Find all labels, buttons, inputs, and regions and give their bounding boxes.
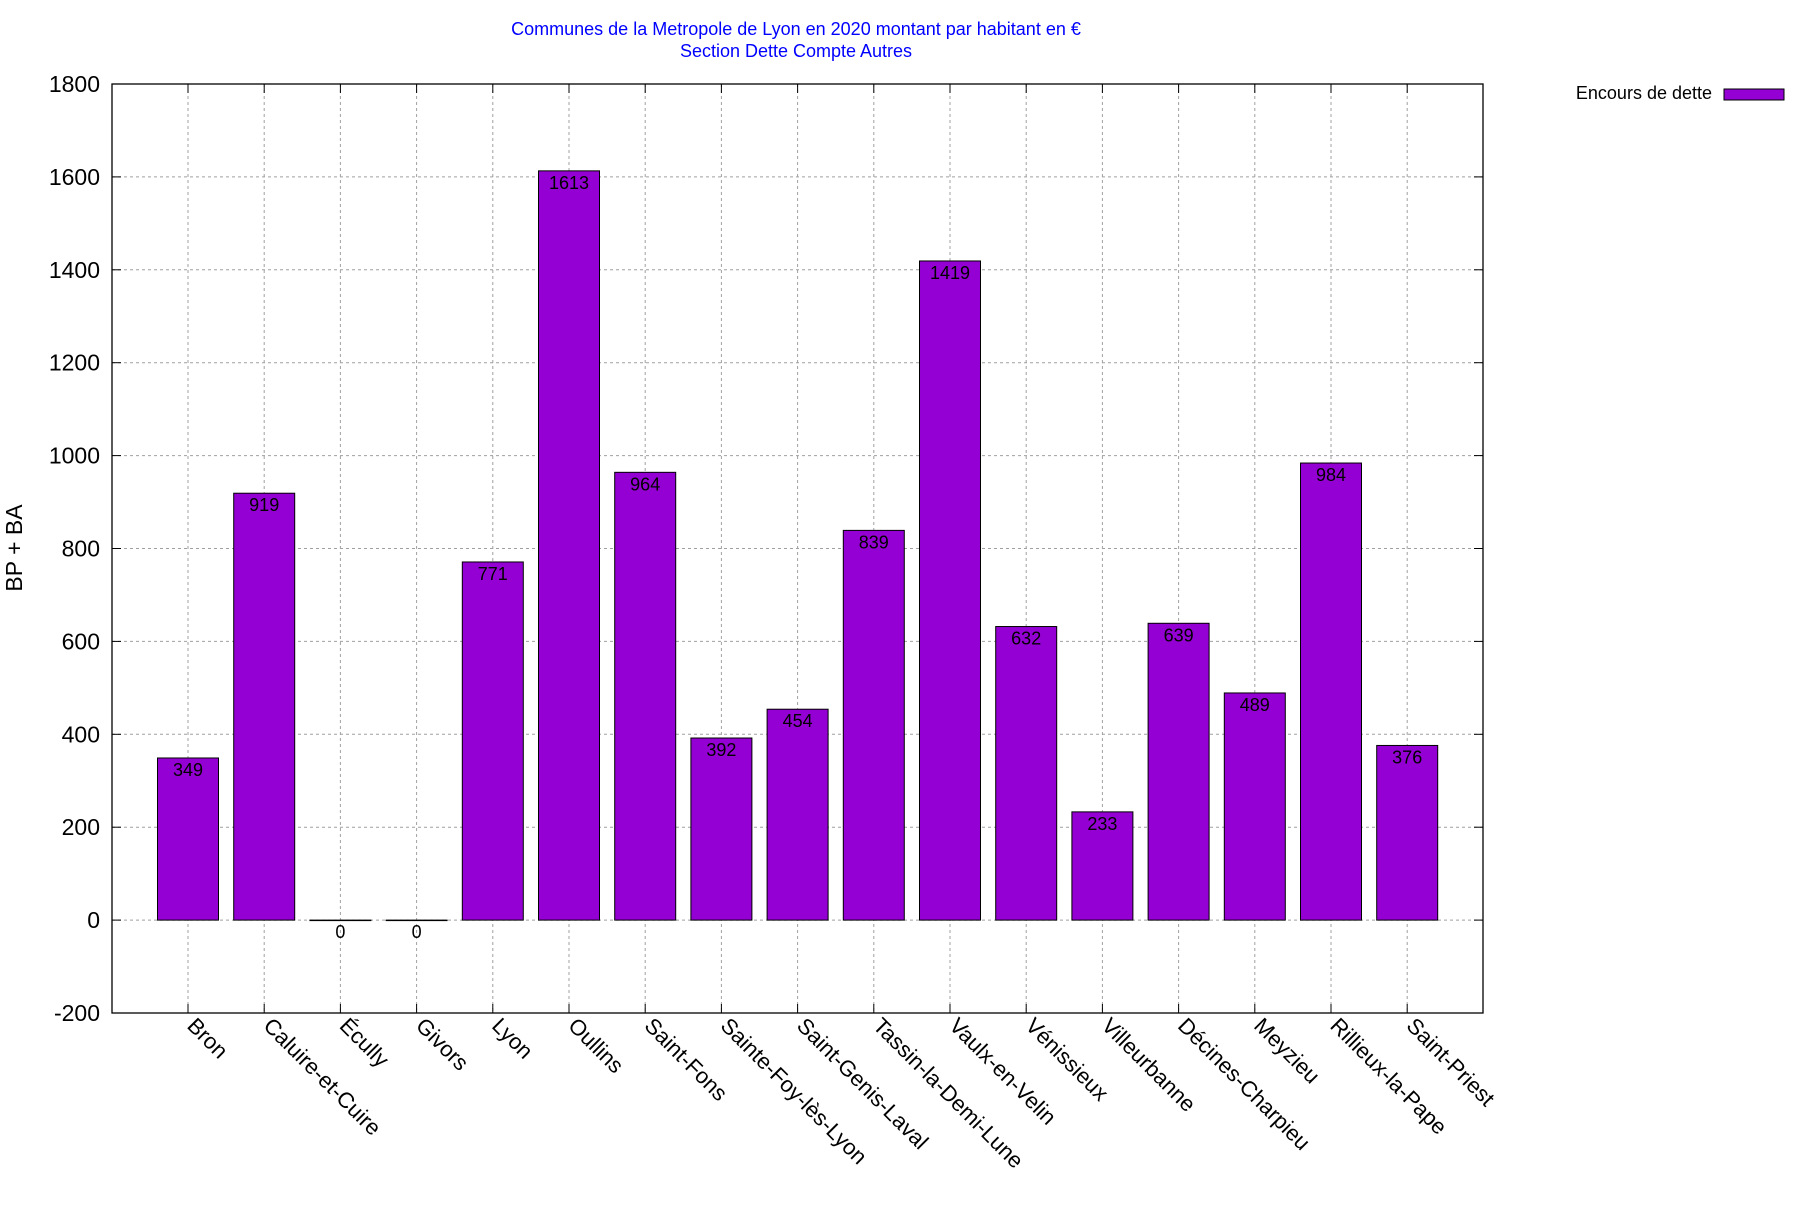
data-label: 0 [335, 922, 345, 942]
data-label: 839 [859, 532, 889, 552]
bar [1071, 811, 1134, 921]
y-tick-label: 400 [62, 721, 100, 747]
x-tick-label: Meyzieu [1249, 1013, 1325, 1089]
data-label: 964 [630, 474, 660, 494]
data-label: 233 [1087, 814, 1117, 834]
bar [538, 170, 600, 921]
y-tick-label: 600 [62, 628, 100, 654]
x-tick-label: Tassin-la-Demi-Lune [868, 1013, 1028, 1173]
bars: 349 919 0 0 771 1613 964 392 454 839 1419 632 233 639… [157, 170, 1439, 942]
data-label: 454 [783, 711, 813, 731]
y-tick-label: 1000 [49, 443, 100, 469]
bar [842, 529, 905, 921]
y-tick-label: 200 [62, 814, 100, 840]
x-tick-label: Décines-Charpieu [1173, 1013, 1315, 1155]
legend-swatch [1723, 88, 1785, 101]
bar [614, 471, 677, 921]
bar [690, 737, 753, 921]
data-label: 984 [1316, 465, 1346, 485]
y-tick-label: 1400 [49, 257, 100, 283]
x-tick-label: Oullins [563, 1013, 628, 1078]
y-ticks: -200 0 200 400 600 800 1000 1200 1400 1600 1800 [49, 71, 1483, 1026]
bar [461, 561, 524, 921]
x-tick-label: Givors [411, 1013, 474, 1076]
data-label: 392 [706, 740, 736, 760]
bar [1223, 692, 1286, 921]
data-label: 0 [412, 922, 422, 942]
data-label: 1419 [930, 263, 970, 283]
data-label: 639 [1164, 625, 1194, 645]
bar [1147, 622, 1210, 921]
y-axis-label: BP + BA [1, 504, 27, 592]
x-tick-label: Écully [335, 1013, 394, 1072]
bar [385, 919, 448, 922]
bar [766, 708, 829, 921]
data-label: 489 [1240, 695, 1270, 715]
legend-label: Encours de dette [1576, 83, 1712, 103]
data-label: 1613 [549, 173, 589, 193]
bar [233, 492, 296, 921]
y-tick-label: 1600 [49, 164, 100, 190]
chart-subtitle: Section Dette Compte Autres [680, 41, 912, 61]
y-tick-label: -200 [54, 1000, 100, 1026]
data-label: 349 [173, 760, 203, 780]
x-tick-label: Saint-Genis-Laval [792, 1013, 933, 1154]
x-tick-label: Sainte-Foy-lès-Lyon [716, 1013, 872, 1169]
data-label: 919 [249, 495, 279, 515]
data-label: 376 [1392, 747, 1422, 767]
bar [995, 626, 1058, 921]
data-label: 771 [478, 564, 508, 584]
bar [1300, 462, 1362, 921]
legend: Encours de dette [1576, 83, 1785, 103]
y-tick-label: 1200 [49, 350, 100, 376]
plot-frame [111, 83, 1484, 1014]
x-tick-label: Lyon [487, 1013, 538, 1064]
y-tick-label: 0 [87, 907, 100, 933]
bar [157, 757, 219, 921]
y-tick-label: 1800 [49, 71, 100, 97]
bar [309, 919, 372, 922]
bar [1376, 744, 1439, 921]
x-tick-label: Bron [182, 1013, 233, 1064]
data-label: 632 [1011, 629, 1041, 649]
bar [919, 260, 981, 921]
chart-title: Communes de la Metropole de Lyon en 2020… [511, 19, 1081, 39]
y-tick-label: 800 [62, 536, 100, 562]
